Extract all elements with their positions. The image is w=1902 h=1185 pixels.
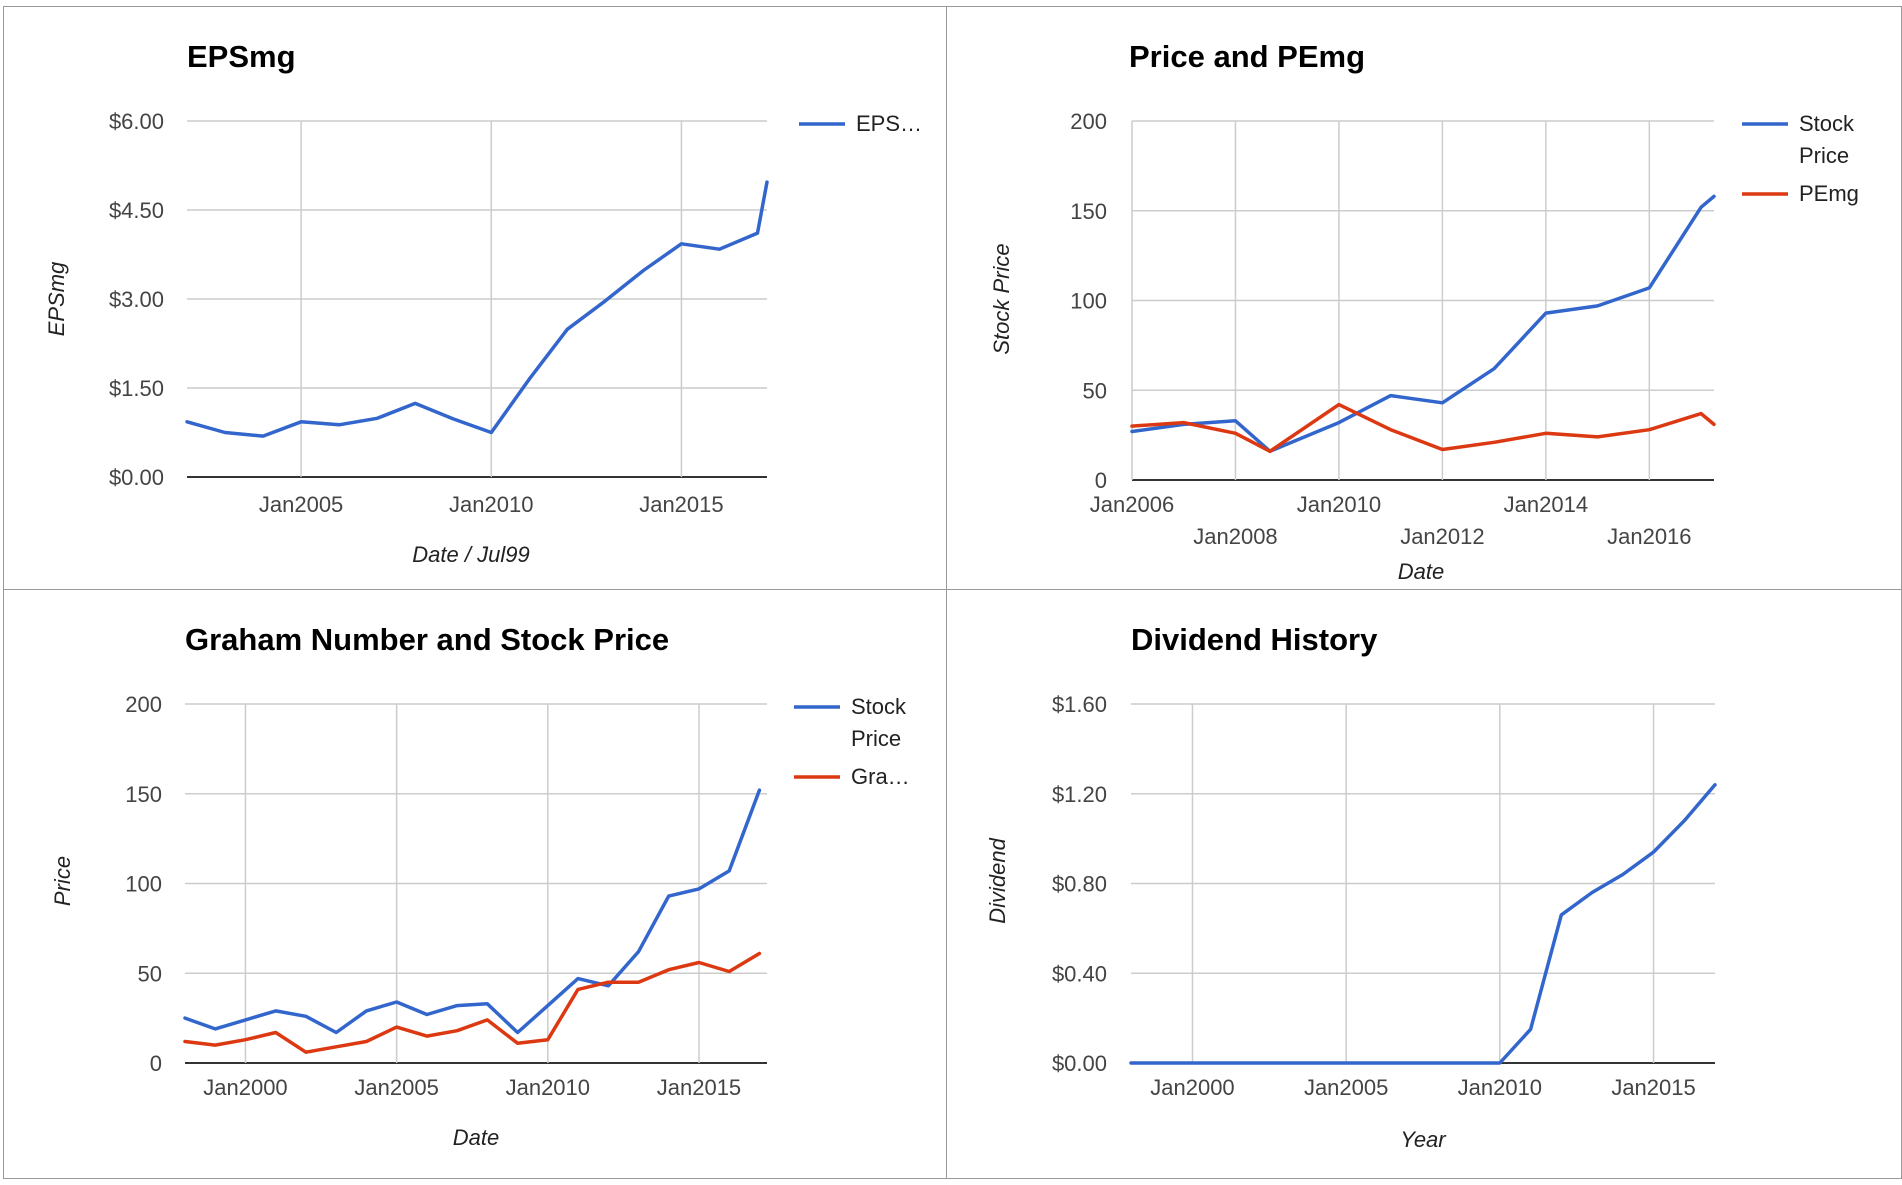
y-axis-label: Price	[50, 856, 75, 906]
y-tick-label: $0.00	[109, 465, 164, 490]
y-tick-label: 0	[1095, 468, 1107, 493]
x-tick-label: Jan2014	[1504, 492, 1588, 517]
y-tick-label: 50	[1083, 378, 1107, 403]
legend-label: Stock	[1799, 111, 1855, 136]
chart-panel-dividend: Dividend History $0.00 $0.40 $0.80 $1.20 $1.…	[946, 589, 1902, 1179]
dividend-chart: Dividend History $0.00 $0.40 $0.80 $1.20 $1.…	[985, 622, 1717, 1152]
chart-title: EPSmg	[187, 39, 296, 74]
y-tick-label: 150	[1070, 199, 1107, 224]
x-tick-label: Jan2008	[1193, 524, 1277, 549]
y-axis-label: EPSmg	[44, 261, 69, 336]
x-axis-label: Date / Jul99	[412, 542, 529, 567]
x-axis-label: Date	[453, 1125, 499, 1150]
x-tick-label: Jan2000	[203, 1075, 287, 1100]
series-line	[185, 180, 769, 438]
y-tick-label: 100	[1070, 289, 1107, 314]
y-tick-label: $4.50	[109, 198, 164, 223]
x-tick-label: Jan2000	[1150, 1075, 1234, 1100]
legend-label: PEmg	[1799, 181, 1859, 206]
chart-title: Price and PEmg	[1129, 39, 1365, 74]
x-tick-label: Jan2012	[1400, 524, 1484, 549]
x-tick-label: Jan2015	[639, 492, 723, 517]
y-tick-label: $1.50	[109, 376, 164, 401]
x-tick-label: Jan2016	[1607, 524, 1691, 549]
x-tick-label: Jan2005	[259, 492, 343, 517]
y-tick-label: 200	[125, 692, 162, 717]
price-pemg-chart: Price and PEmg 0 50 100 150 200 Jan2006 Jan20…	[989, 39, 1859, 584]
y-axis-label: Dividend	[985, 837, 1010, 923]
legend-label: EPS…	[856, 111, 922, 136]
x-tick-label: Jan2010	[449, 492, 533, 517]
y-tick-label: 100	[125, 872, 162, 897]
chart-panel-epsmg: EPSmg $0.00 $1.50 $3.00 $4.50 $6.00 Jan2005 J…	[3, 6, 947, 590]
chart-title: Dividend History	[1131, 622, 1378, 657]
y-tick-label: 0	[150, 1051, 162, 1076]
series-line	[1129, 783, 1717, 1065]
legend-label: Price	[851, 726, 901, 751]
series-line	[183, 788, 762, 1035]
x-axis-label: Date	[1398, 559, 1444, 584]
x-tick-label: Jan2006	[1090, 492, 1174, 517]
y-tick-label: 50	[138, 961, 162, 986]
x-tick-label: Jan2015	[1611, 1075, 1695, 1100]
y-axis-label: Stock Price	[989, 243, 1014, 354]
y-tick-label: 200	[1070, 109, 1107, 134]
y-tick-label: $3.00	[109, 287, 164, 312]
x-tick-label: Jan2005	[354, 1075, 438, 1100]
graham-chart: Graham Number and Stock Price 0 50 100 150 2…	[50, 622, 910, 1150]
chart-title: Graham Number and Stock Price	[185, 622, 669, 657]
y-tick-label: $0.40	[1052, 961, 1107, 986]
series-line	[1130, 402, 1716, 454]
x-tick-label: Jan2010	[1458, 1075, 1542, 1100]
epsmg-chart: EPSmg $0.00 $1.50 $3.00 $4.50 $6.00 Jan2005 J…	[44, 39, 922, 567]
legend-label: Gra…	[851, 764, 910, 789]
x-tick-label: Jan2010	[1297, 492, 1381, 517]
series-line	[183, 951, 762, 1054]
y-tick-label: $1.60	[1052, 692, 1107, 717]
legend-label: Stock	[851, 694, 907, 719]
chart-panel-graham: Graham Number and Stock Price 0 50 100 150 2…	[3, 589, 947, 1179]
x-tick-label: Jan2010	[506, 1075, 590, 1100]
series-line	[1130, 194, 1716, 454]
y-tick-label: $0.00	[1052, 1051, 1107, 1076]
y-tick-label: 150	[125, 782, 162, 807]
chart-panel-price-pemg: Price and PEmg 0 50 100 150 200 Jan2006 Jan20…	[946, 6, 1902, 590]
y-tick-label: $0.80	[1052, 872, 1107, 897]
x-tick-label: Jan2015	[657, 1075, 741, 1100]
legend-label: Price	[1799, 143, 1849, 168]
x-tick-label: Jan2005	[1304, 1075, 1388, 1100]
y-tick-label: $6.00	[109, 109, 164, 134]
x-axis-label: Year	[1400, 1127, 1447, 1152]
y-tick-label: $1.20	[1052, 782, 1107, 807]
